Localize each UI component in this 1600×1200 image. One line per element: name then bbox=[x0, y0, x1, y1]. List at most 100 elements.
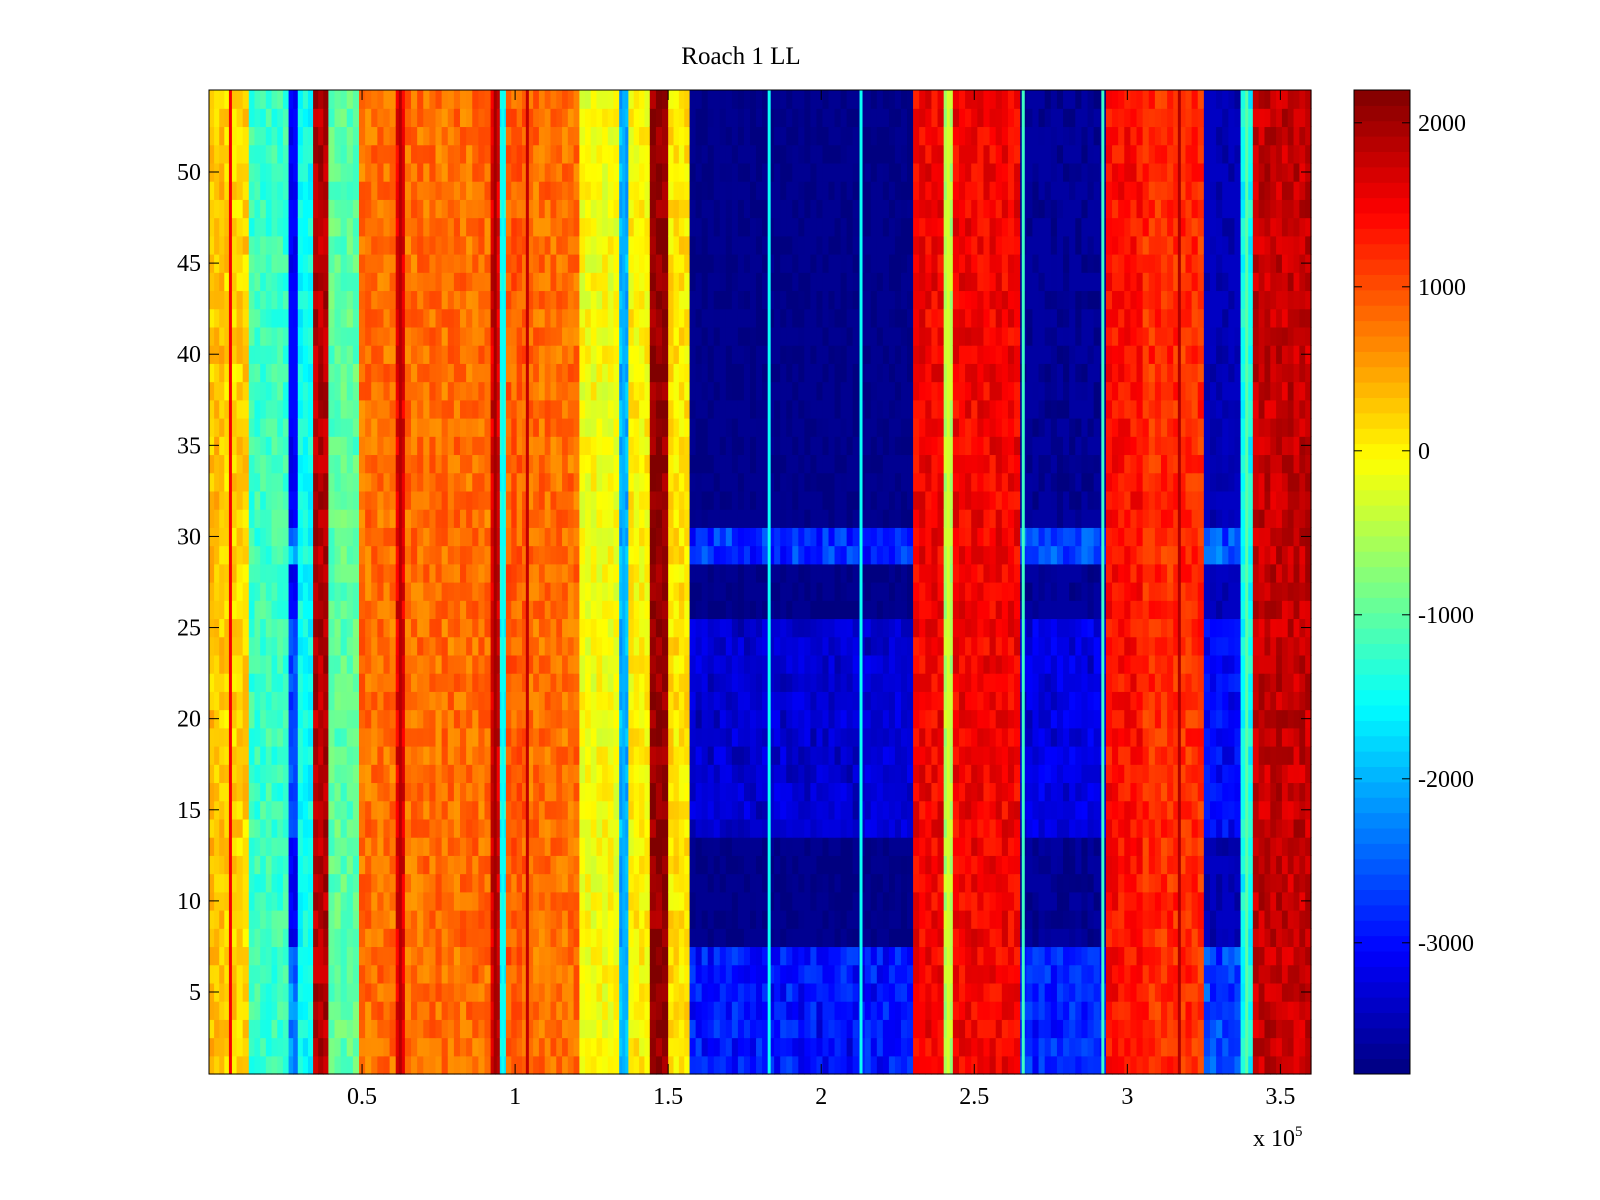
heatmap-cell bbox=[297, 181, 304, 200]
heatmap-cell bbox=[242, 563, 250, 583]
heatmap-cell bbox=[579, 199, 586, 219]
heatmap-cell bbox=[297, 290, 304, 310]
heatmap-cell bbox=[590, 600, 598, 620]
heatmap-cell bbox=[490, 691, 496, 711]
heatmap-cell bbox=[590, 800, 598, 820]
heatmap-cell bbox=[389, 910, 397, 929]
heatmap-cell bbox=[282, 946, 290, 966]
heatmap-cell bbox=[792, 910, 799, 929]
heatmap-cell bbox=[423, 764, 430, 784]
heatmap-cell bbox=[596, 509, 603, 528]
heatmap-cell bbox=[556, 454, 563, 474]
heatmap-cell bbox=[254, 436, 261, 456]
heatmap-cell bbox=[429, 654, 437, 674]
heatmap-cell bbox=[328, 381, 336, 401]
heatmap-cell bbox=[282, 144, 290, 164]
heatmap-cell bbox=[544, 709, 552, 729]
heatmap-cell bbox=[602, 709, 609, 729]
heatmap-cell bbox=[447, 418, 455, 437]
heatmap-cell bbox=[655, 746, 663, 765]
heatmap-cell bbox=[792, 1055, 799, 1075]
heatmap-cell bbox=[358, 782, 366, 802]
heatmap-cell bbox=[209, 600, 215, 620]
heatmap-cell bbox=[214, 290, 220, 310]
heatmap-cell bbox=[538, 910, 546, 929]
heatmap-cell bbox=[644, 636, 651, 656]
heatmap-cell bbox=[254, 199, 261, 219]
heatmap-cell bbox=[302, 563, 309, 583]
heatmap-cell bbox=[313, 454, 319, 474]
heatmap-cell bbox=[511, 654, 518, 674]
heatmap-cell bbox=[684, 1019, 691, 1039]
heatmap-cell bbox=[673, 345, 680, 364]
heatmap-cell bbox=[882, 1019, 890, 1039]
heatmap-cell bbox=[673, 1019, 680, 1039]
heatmap-cell bbox=[649, 727, 657, 747]
heatmap-cell bbox=[602, 108, 609, 128]
heatmap-cell bbox=[236, 509, 244, 528]
heatmap-cell bbox=[562, 891, 569, 911]
heatmap-cell bbox=[230, 673, 238, 692]
heatmap-cell bbox=[484, 636, 492, 656]
heatmap-cell bbox=[383, 436, 391, 456]
heatmap-cell bbox=[822, 910, 830, 929]
heatmap-cell bbox=[395, 782, 401, 802]
heatmap-cell bbox=[417, 563, 424, 583]
heatmap-cell bbox=[684, 108, 691, 128]
heatmap-cell bbox=[404, 363, 412, 383]
heatmap-cell bbox=[209, 818, 215, 838]
heatmap-cell bbox=[395, 545, 401, 565]
heatmap-cell bbox=[490, 363, 496, 383]
heatmap-cell bbox=[371, 418, 378, 437]
heatmap-cell bbox=[870, 873, 878, 893]
heatmap-cell bbox=[371, 782, 378, 802]
heatmap-cell bbox=[352, 600, 360, 620]
heatmap-cell bbox=[377, 290, 385, 310]
heatmap-cell bbox=[435, 837, 443, 856]
heatmap-cell bbox=[573, 891, 580, 911]
heatmap-cell bbox=[804, 1037, 811, 1057]
heatmap-cell bbox=[254, 618, 261, 638]
heatmap-cell bbox=[313, 181, 319, 200]
heatmap-cell bbox=[288, 910, 294, 929]
heatmap-cell bbox=[668, 545, 675, 565]
heatmap-cell bbox=[417, 545, 424, 565]
heatmap-cell bbox=[490, 162, 496, 182]
heatmap-cell bbox=[230, 582, 238, 601]
heatmap-cell bbox=[441, 181, 449, 200]
heatmap-cell bbox=[323, 144, 329, 164]
heatmap-cell bbox=[230, 436, 238, 456]
heatmap-cell bbox=[404, 764, 412, 784]
heatmap-cell bbox=[567, 782, 575, 802]
heatmap-cell bbox=[737, 873, 745, 893]
heatmap-cell bbox=[236, 746, 244, 765]
heatmap-cell bbox=[567, 618, 575, 638]
heatmap-cell bbox=[302, 254, 309, 273]
heatmap-cell bbox=[318, 946, 324, 966]
heatmap-cell bbox=[404, 618, 412, 638]
heatmap-cell bbox=[328, 345, 336, 364]
heatmap-cell bbox=[478, 90, 486, 109]
heatmap-cell bbox=[365, 910, 372, 929]
heatmap-cell bbox=[265, 162, 273, 182]
heatmap-cell bbox=[277, 454, 284, 474]
heatmap-cell bbox=[472, 782, 479, 802]
heatmap-cell bbox=[490, 199, 496, 219]
heatmap-cell bbox=[417, 126, 424, 146]
heatmap-cell bbox=[649, 308, 657, 328]
heatmap-cell bbox=[400, 272, 406, 292]
heatmap-cell bbox=[613, 855, 620, 875]
heatmap-cell bbox=[460, 217, 467, 237]
heatmap-cell bbox=[224, 144, 232, 164]
heatmap-cell bbox=[313, 436, 319, 456]
heatmap-cell bbox=[377, 873, 385, 893]
heatmap-cell bbox=[352, 764, 360, 784]
heatmap-cell bbox=[389, 982, 397, 1002]
heatmap-cell bbox=[623, 108, 629, 128]
heatmap-cell bbox=[655, 144, 663, 164]
heatmap-cell bbox=[590, 381, 598, 401]
heatmap-cell bbox=[623, 600, 629, 620]
heatmap-cell bbox=[323, 891, 329, 911]
heatmap-cell bbox=[490, 254, 496, 273]
heatmap-cell bbox=[472, 345, 479, 364]
